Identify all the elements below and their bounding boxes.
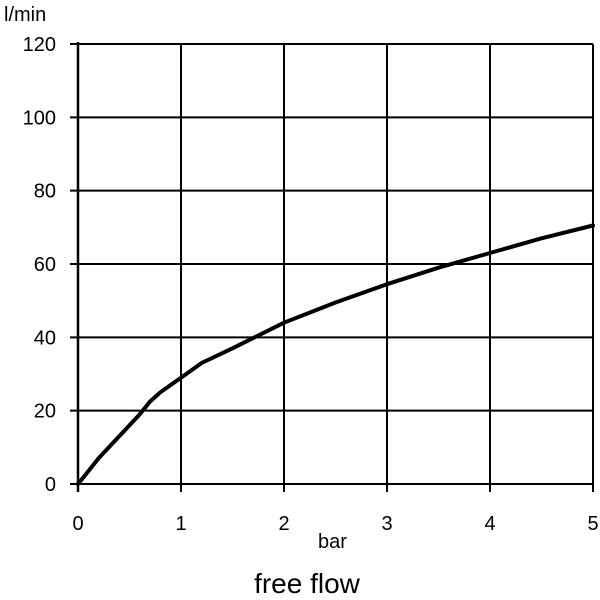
x-axis-label: bar bbox=[318, 531, 347, 553]
y-tick-label: 120 bbox=[23, 34, 56, 56]
y-tick-labels: 0 20 40 60 80 100 120 bbox=[23, 34, 56, 496]
x-tick-label: 3 bbox=[381, 513, 392, 535]
flow-curve bbox=[76, 223, 595, 486]
x-tick-labels: 0 1 2 3 4 5 bbox=[72, 513, 598, 535]
y-tick-label: 20 bbox=[34, 401, 56, 423]
x-tick-label: 4 bbox=[484, 513, 495, 535]
chart-caption: free flow bbox=[254, 568, 361, 599]
y-tick-label: 100 bbox=[23, 107, 56, 129]
x-tick-label: 2 bbox=[278, 513, 289, 535]
y-tick-label: 80 bbox=[34, 181, 56, 203]
y-tick-label: 40 bbox=[34, 327, 56, 349]
y-tick-label: 0 bbox=[45, 474, 56, 496]
y-axis-label: l/min bbox=[4, 4, 46, 26]
x-tick-label: 1 bbox=[175, 513, 186, 535]
x-tick-label: 0 bbox=[72, 513, 83, 535]
x-tick-label: 5 bbox=[587, 513, 598, 535]
y-tick-label: 60 bbox=[34, 254, 56, 276]
grid bbox=[70, 42, 594, 492]
